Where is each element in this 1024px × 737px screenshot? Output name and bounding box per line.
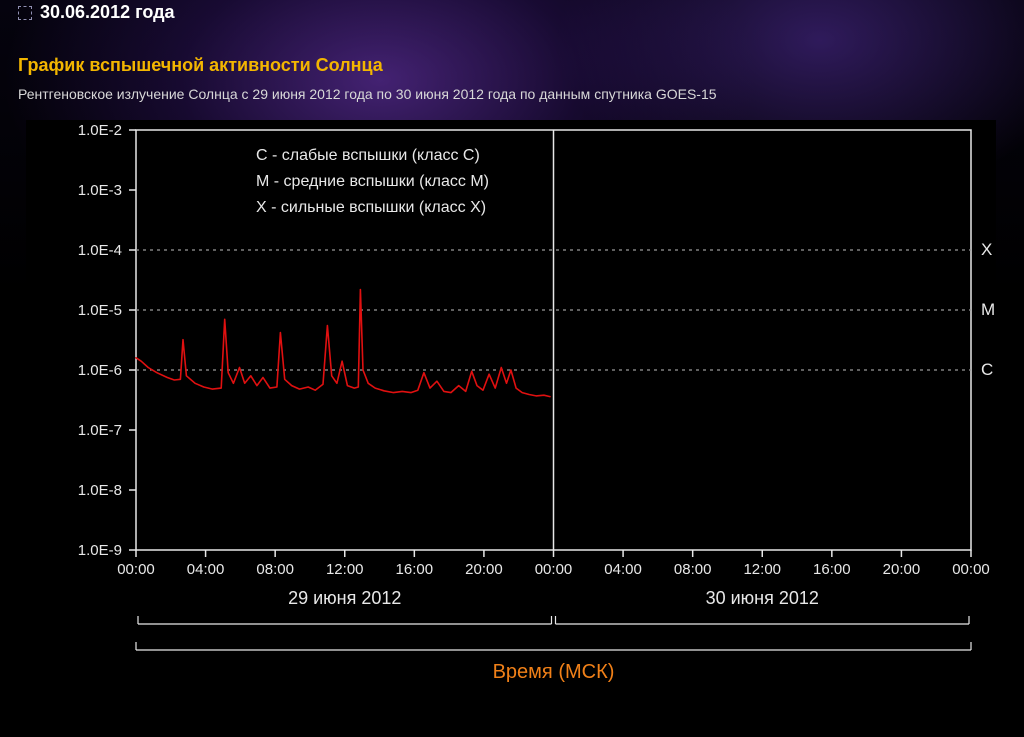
flare-activity-chart: 1.0E-2 1.0E-3 1.0E-4 1.0E-5 1.0E-6 1.0E-7 1.0E… (26, 120, 996, 690)
chart-svg: 1.0E-2 1.0E-3 1.0E-4 1.0E-5 1.0E-6 1.0E-7 1.0E… (26, 120, 996, 690)
svg-text:00:00: 00:00 (952, 561, 990, 578)
svg-text:12:00: 12:00 (743, 561, 781, 578)
svg-text:20:00: 20:00 (883, 561, 921, 578)
svg-text:Время (МСК): Время (МСК) (493, 661, 615, 683)
chart-subtitle: Рентгеновское излучение Солнца с 29 июня… (18, 86, 1006, 102)
svg-text:1.0E-9: 1.0E-9 (78, 542, 122, 559)
svg-text:30 июня 2012: 30 июня 2012 (706, 588, 819, 608)
svg-text:04:00: 04:00 (604, 561, 642, 578)
svg-text:16:00: 16:00 (396, 561, 434, 578)
chart-title: График вспышечной активности Солнца (18, 55, 1006, 76)
svg-text:C: C (981, 360, 993, 379)
svg-text:X: X (981, 240, 992, 259)
svg-text:1.0E-2: 1.0E-2 (78, 122, 122, 139)
svg-text:08:00: 08:00 (674, 561, 712, 578)
svg-text:1.0E-5: 1.0E-5 (78, 302, 122, 319)
svg-text:M: M (981, 300, 995, 319)
svg-text:1.0E-3: 1.0E-3 (78, 182, 122, 199)
svg-text:00:00: 00:00 (535, 561, 573, 578)
svg-text:00:00: 00:00 (117, 561, 155, 578)
svg-text:1.0E-7: 1.0E-7 (78, 422, 122, 439)
svg-text:1.0E-6: 1.0E-6 (78, 362, 122, 379)
page-date: 30.06.2012 года (18, 2, 1006, 23)
svg-text:1.0E-4: 1.0E-4 (78, 242, 122, 259)
svg-text:C - слабые вспышки (класс C): C - слабые вспышки (класс C) (256, 147, 480, 164)
svg-text:M - средние вспышки (класс M): M - средние вспышки (класс M) (256, 173, 489, 190)
svg-text:16:00: 16:00 (813, 561, 851, 578)
svg-text:12:00: 12:00 (326, 561, 364, 578)
date-text: 30.06.2012 года (40, 2, 175, 23)
svg-text:1.0E-8: 1.0E-8 (78, 482, 122, 499)
svg-text:04:00: 04:00 (187, 561, 225, 578)
svg-text:X - сильные вспышки (класс X): X - сильные вспышки (класс X) (256, 199, 486, 216)
svg-text:20:00: 20:00 (465, 561, 503, 578)
svg-text:29 июня 2012: 29 июня 2012 (288, 588, 401, 608)
svg-text:08:00: 08:00 (256, 561, 294, 578)
date-icon (18, 6, 32, 20)
